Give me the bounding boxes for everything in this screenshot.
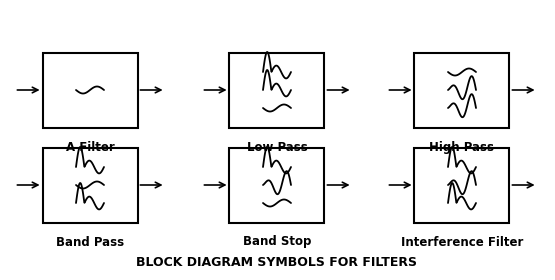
- Text: Low Pass: Low Pass: [246, 141, 307, 153]
- Bar: [43, 148, 138, 223]
- Text: High Pass: High Pass: [430, 141, 495, 153]
- Text: A Filter: A Filter: [65, 141, 114, 153]
- Text: Band Pass: Band Pass: [56, 235, 124, 249]
- Text: Interference Filter: Interference Filter: [401, 235, 523, 249]
- Bar: [230, 148, 325, 223]
- Bar: [415, 53, 509, 127]
- Bar: [43, 53, 138, 127]
- Text: Band Stop: Band Stop: [243, 235, 311, 249]
- Bar: [230, 53, 325, 127]
- Text: BLOCK DIAGRAM SYMBOLS FOR FILTERS: BLOCK DIAGRAM SYMBOLS FOR FILTERS: [137, 255, 417, 269]
- Bar: [415, 148, 509, 223]
